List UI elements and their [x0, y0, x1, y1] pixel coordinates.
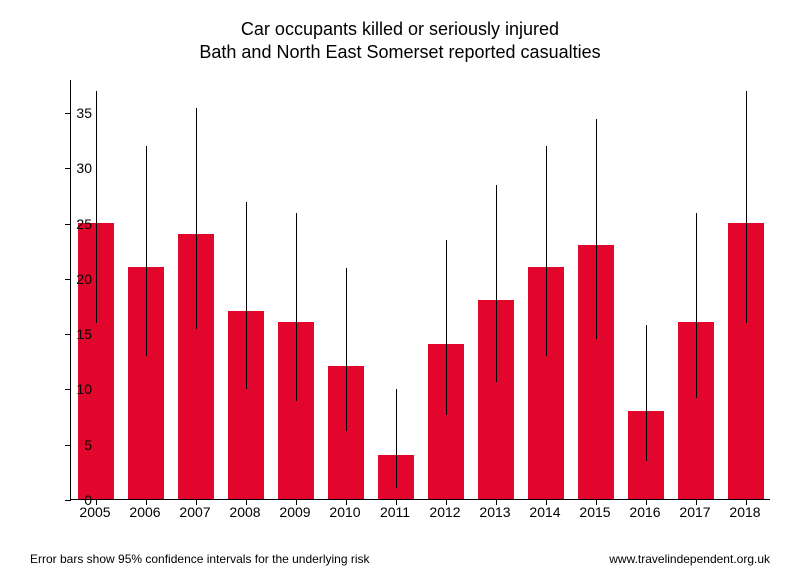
- error-bar: [596, 119, 597, 339]
- error-bar: [396, 389, 397, 487]
- y-tick-label: 15: [76, 326, 92, 342]
- x-tick-label: 2012: [429, 504, 460, 520]
- x-tick-label: 2010: [329, 504, 360, 520]
- chart-title-line1: Car occupants killed or seriously injure…: [0, 18, 800, 41]
- error-bar: [696, 213, 697, 399]
- error-bar: [496, 185, 497, 382]
- x-tick-label: 2015: [579, 504, 610, 520]
- x-tick-label: 2007: [179, 504, 210, 520]
- plot-area: [70, 80, 770, 500]
- y-tick-label: 20: [76, 271, 92, 287]
- y-tick: [65, 279, 71, 280]
- error-bar: [346, 268, 347, 432]
- error-bar: [146, 146, 147, 356]
- x-tick-label: 2011: [380, 504, 410, 520]
- y-tick-label: 10: [76, 381, 92, 397]
- error-bar: [446, 240, 447, 415]
- error-bar: [296, 213, 297, 401]
- error-bar: [196, 108, 197, 329]
- error-bar: [646, 325, 647, 461]
- error-bar: [246, 202, 247, 390]
- error-bar: [546, 146, 547, 356]
- x-tick-label: 2006: [129, 504, 160, 520]
- y-tick: [65, 500, 71, 501]
- x-tick-label: 2017: [679, 504, 710, 520]
- x-tick-label: 2013: [479, 504, 510, 520]
- error-bar: [746, 91, 747, 323]
- x-tick-label: 2014: [529, 504, 560, 520]
- error-bar: [96, 91, 97, 323]
- chart-container: Car occupants killed or seriously injure…: [0, 0, 800, 580]
- footer-url: www.travelindependent.org.uk: [609, 552, 770, 566]
- y-tick: [65, 113, 71, 114]
- x-tick-label: 2018: [729, 504, 760, 520]
- x-axis-labels: 2005200620072008200920102011201220132014…: [70, 504, 770, 524]
- y-tick-label: 25: [76, 216, 92, 232]
- bars-group: [71, 80, 770, 499]
- chart-title: Car occupants killed or seriously injure…: [0, 18, 800, 63]
- x-tick-label: 2016: [629, 504, 660, 520]
- y-tick: [65, 389, 71, 390]
- x-tick-label: 2008: [229, 504, 260, 520]
- x-tick-label: 2009: [279, 504, 310, 520]
- footer-note: Error bars show 95% confidence intervals…: [30, 552, 370, 566]
- y-tick-label: 0: [84, 492, 92, 508]
- chart-title-line2: Bath and North East Somerset reported ca…: [0, 41, 800, 64]
- y-tick: [65, 334, 71, 335]
- y-tick: [65, 224, 71, 225]
- y-tick: [65, 445, 71, 446]
- y-tick-label: 30: [76, 160, 92, 176]
- y-tick-label: 5: [84, 437, 92, 453]
- y-tick: [65, 168, 71, 169]
- y-tick-label: 35: [76, 105, 92, 121]
